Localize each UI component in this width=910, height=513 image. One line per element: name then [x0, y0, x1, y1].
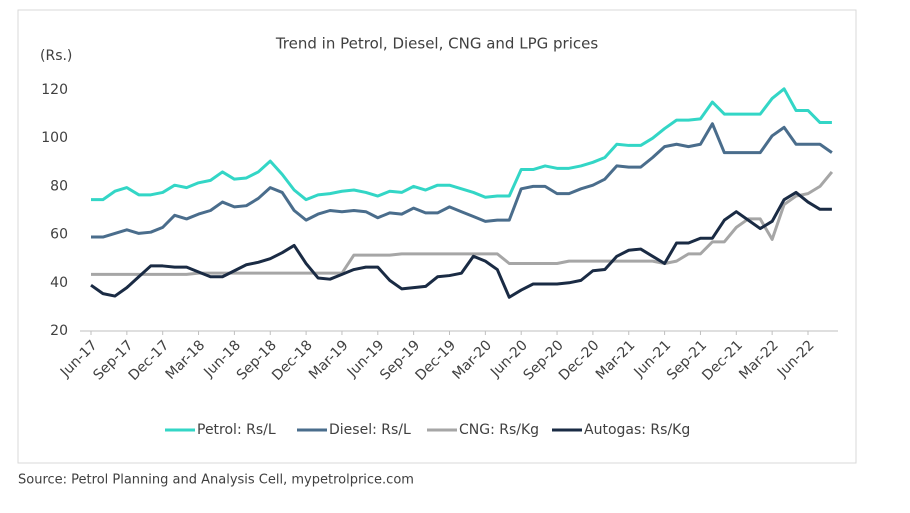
legend-label: CNG: Rs/Kg — [459, 422, 539, 438]
y-tick-label: 60 — [50, 227, 68, 243]
chart-title: Trend in Petrol, Diesel, CNG and LPG pri… — [275, 35, 598, 53]
x-tick-label: Dec-20 — [556, 337, 603, 384]
series-line — [91, 122, 833, 239]
x-tick-label: Dec-19 — [413, 337, 460, 384]
x-tick-label: Dec-21 — [699, 337, 746, 384]
y-tick-label: 80 — [50, 178, 68, 194]
legend-label: Petrol: Rs/L — [197, 422, 276, 438]
x-tick-label: Dec-17 — [126, 337, 173, 384]
source-note: Source: Petrol Planning and Analysis Cel… — [18, 473, 414, 488]
x-tick-label: Jun-22 — [774, 337, 818, 381]
series-line — [91, 170, 834, 276]
legend-label: Diesel: Rs/L — [329, 422, 411, 438]
y-tick-label: 40 — [50, 275, 68, 291]
x-tick-label: Mar-18 — [163, 337, 209, 383]
x-tick-label: Mar-19 — [306, 337, 352, 383]
x-tick-label: Mar-20 — [449, 337, 495, 383]
y-tick-label: 100 — [41, 130, 68, 146]
x-tick-label: Mar-22 — [736, 337, 782, 383]
x-tick-label: Dec-18 — [269, 337, 316, 384]
series-line — [91, 87, 832, 202]
y-axis-label: (Rs.) — [40, 48, 72, 64]
legend-label: Autogas: Rs/Kg — [584, 422, 690, 438]
x-tick-label: Mar-21 — [593, 337, 639, 383]
y-tick-label: 20 — [50, 323, 68, 339]
series-line — [90, 190, 832, 299]
chart-frame — [17, 9, 857, 464]
y-tick-label: 120 — [41, 82, 68, 98]
